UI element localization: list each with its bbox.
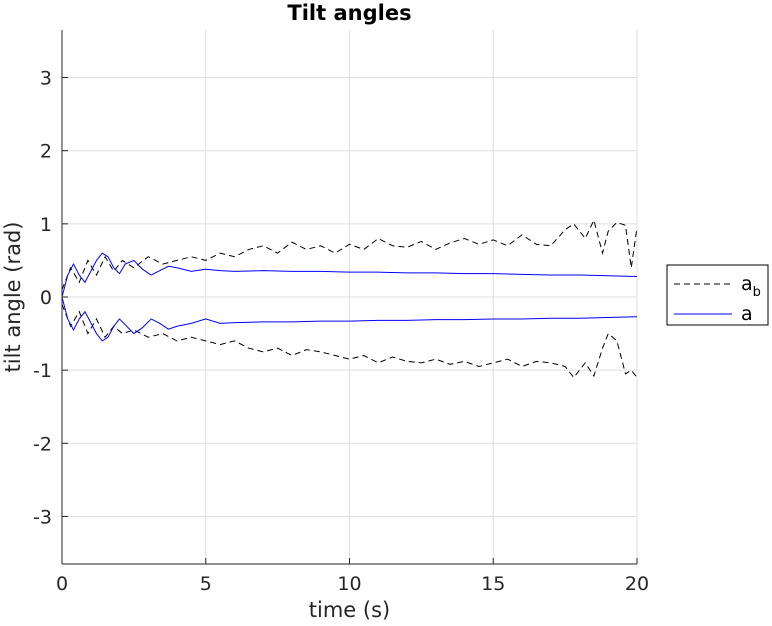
legend-label-ab-base: a bbox=[741, 273, 753, 295]
legend-label-a: a bbox=[741, 303, 753, 325]
x-tick-label: 15 bbox=[481, 573, 505, 595]
y-tick-label: 1 bbox=[40, 214, 52, 236]
y-tick-label: -2 bbox=[33, 433, 52, 455]
legend-label-ab-subscript: b bbox=[753, 285, 761, 300]
x-tick-label: 10 bbox=[337, 573, 361, 595]
y-tick-label: 3 bbox=[40, 68, 52, 90]
series-ab-line-1 bbox=[61, 304, 638, 379]
series-ab-line-0 bbox=[61, 218, 638, 290]
y-axis-title: tilt angle (rad) bbox=[1, 222, 25, 373]
y-tick-label: -1 bbox=[33, 360, 52, 382]
legend-label-ab: ab bbox=[741, 273, 761, 300]
series-a-line-3 bbox=[61, 296, 638, 342]
grid-lines bbox=[61, 30, 638, 564]
y-tick-label: 2 bbox=[40, 141, 52, 163]
data-series bbox=[61, 218, 638, 379]
chart-title: Tilt angles bbox=[287, 1, 411, 25]
y-tick-label: -3 bbox=[33, 506, 52, 528]
x-tick-label: 20 bbox=[625, 573, 649, 595]
x-tick-label: 0 bbox=[56, 573, 68, 595]
series-a-line-2 bbox=[61, 252, 638, 298]
tick-labels: 0 5 10 15 20 -3 -2 -1 0 1 2 3 bbox=[33, 68, 649, 595]
axes bbox=[61, 30, 638, 565]
legend-box bbox=[666, 264, 769, 326]
y-tick-label: 0 bbox=[40, 287, 52, 309]
x-tick-label: 5 bbox=[200, 573, 212, 595]
x-axis-title: time (s) bbox=[309, 598, 390, 622]
legend: ab a bbox=[666, 264, 769, 326]
